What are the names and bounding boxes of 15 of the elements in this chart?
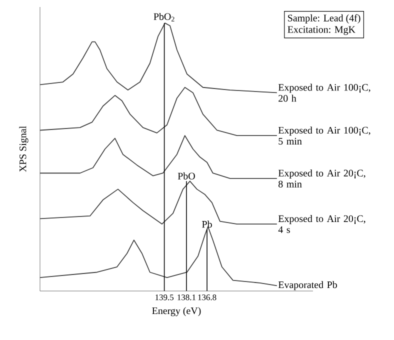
x-tick-label: 136.8: [198, 294, 216, 300]
series-label: Exposed to Air 20¡C, 8 min: [278, 169, 366, 188]
x-tick-label: 138.1: [178, 294, 196, 300]
series-label: Exposed to Air 20¡C, 4 s: [278, 215, 366, 233]
series-label: Exposed to Air 100¡C, 5 min: [278, 126, 370, 145]
annotation: Sample: Lead (4f): [288, 14, 360, 24]
annotation: Excitation: MgK: [288, 26, 356, 35]
x-axis-title: Energy (eV): [152, 307, 201, 316]
annotation: PbO: [178, 172, 195, 180]
annotation: PbO$_{2}$: [154, 12, 174, 22]
series-label: Evaporated Pb: [278, 281, 337, 290]
annotation: Pb: [202, 220, 212, 228]
x-tick-label: 139.5: [156, 294, 174, 300]
y-axis-title: XPS Signal: [19, 126, 28, 172]
series-label: Exposed to Air 100¡C, 20 h: [278, 84, 370, 102]
